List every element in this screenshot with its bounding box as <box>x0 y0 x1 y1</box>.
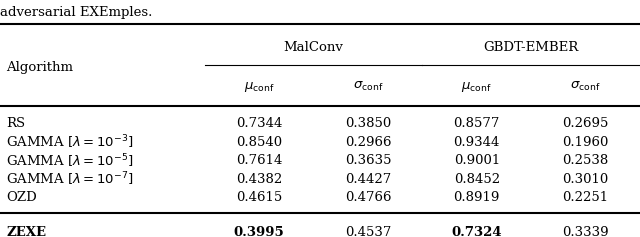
Text: OZD: OZD <box>6 191 37 204</box>
Text: 0.7344: 0.7344 <box>236 117 282 130</box>
Text: 0.8577: 0.8577 <box>454 117 500 130</box>
Text: $\sigma_{\rm conf}$: $\sigma_{\rm conf}$ <box>353 80 383 93</box>
Text: ZEXE: ZEXE <box>6 226 46 237</box>
Text: 0.7614: 0.7614 <box>236 154 282 167</box>
Text: 0.2695: 0.2695 <box>563 117 609 130</box>
Text: MalConv: MalConv <box>284 41 344 54</box>
Text: $\mu_{\rm conf}$: $\mu_{\rm conf}$ <box>461 80 492 94</box>
Text: 0.2966: 0.2966 <box>345 136 391 149</box>
Text: GAMMA $[\lambda = 10^{-3}]$: GAMMA $[\lambda = 10^{-3}]$ <box>6 133 134 151</box>
Text: 0.2538: 0.2538 <box>563 154 609 167</box>
Text: 0.2251: 0.2251 <box>563 191 609 204</box>
Text: GAMMA $[\lambda = 10^{-7}]$: GAMMA $[\lambda = 10^{-7}]$ <box>6 171 134 188</box>
Text: 0.4382: 0.4382 <box>236 173 282 186</box>
Text: 0.9344: 0.9344 <box>454 136 500 149</box>
Text: 0.4766: 0.4766 <box>345 191 391 204</box>
Text: 0.3850: 0.3850 <box>345 117 391 130</box>
Text: 0.8540: 0.8540 <box>236 136 282 149</box>
Text: GAMMA $[\lambda = 10^{-5}]$: GAMMA $[\lambda = 10^{-5}]$ <box>6 152 134 169</box>
Text: 0.8919: 0.8919 <box>454 191 500 204</box>
Text: 0.9001: 0.9001 <box>454 154 500 167</box>
Text: Algorithm: Algorithm <box>6 61 74 74</box>
Text: $\sigma_{\rm conf}$: $\sigma_{\rm conf}$ <box>570 80 601 93</box>
Text: RS: RS <box>6 117 26 130</box>
Text: 0.3995: 0.3995 <box>234 226 285 237</box>
Text: 0.3635: 0.3635 <box>345 154 391 167</box>
Text: 0.4537: 0.4537 <box>345 226 391 237</box>
Text: GBDT-EMBER: GBDT-EMBER <box>484 41 579 54</box>
Text: 0.4615: 0.4615 <box>236 191 282 204</box>
Text: 0.1960: 0.1960 <box>563 136 609 149</box>
Text: 0.8452: 0.8452 <box>454 173 500 186</box>
Text: 0.3339: 0.3339 <box>563 226 609 237</box>
Text: 0.7324: 0.7324 <box>451 226 502 237</box>
Text: 0.3010: 0.3010 <box>563 173 609 186</box>
Text: $\mu_{\rm conf}$: $\mu_{\rm conf}$ <box>244 80 275 94</box>
Text: 0.4427: 0.4427 <box>345 173 391 186</box>
Text: adversarial EXEmples.: adversarial EXEmples. <box>0 6 152 19</box>
